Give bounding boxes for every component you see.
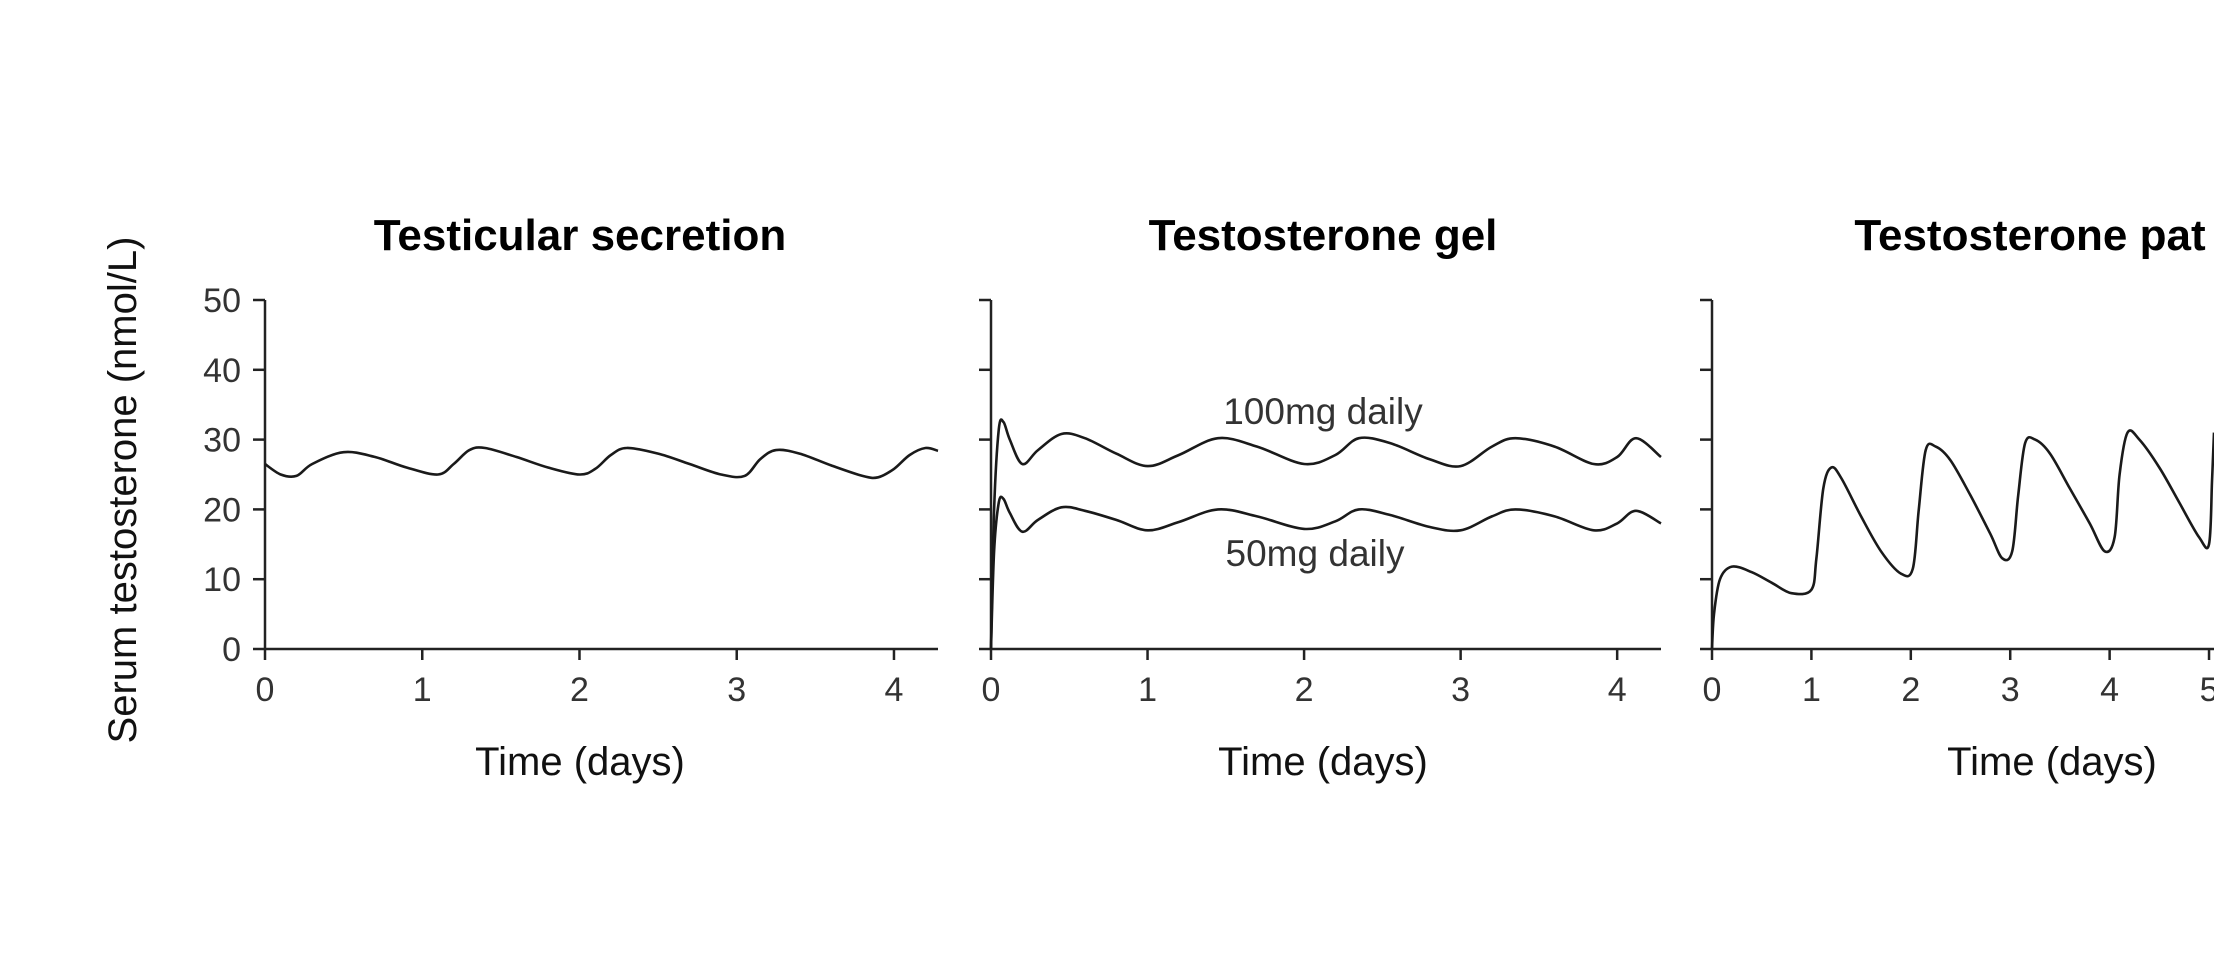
y-tick-label: 50 [203, 282, 241, 320]
x-tick-label: 1 [1802, 671, 1821, 709]
x-tick-label: 2 [1901, 671, 1920, 709]
x-axis-label: Time (days) [1218, 740, 1428, 784]
panel-testosterone-gel: Testosterone gel Time (days) 100mg daily… [979, 211, 1662, 784]
y-tick-label: 40 [203, 352, 241, 390]
series-line-1 [1710, 429, 2214, 650]
x-tick-label: 2 [570, 671, 589, 709]
x-tick-label: 1 [413, 671, 432, 709]
panel-testicular-secretion: Testicular secretion Time (days) 0102030… [203, 211, 939, 784]
x-tick-label: 1 [1138, 671, 1157, 709]
chart-title: Testosterone pat [1854, 211, 2206, 260]
x-tick-label: 4 [885, 671, 904, 709]
x-axis-label: Time (days) [1947, 740, 2157, 784]
chart-title: Testicular secretion [374, 211, 786, 260]
series-line-1 [264, 446, 939, 480]
series-label-50mg: 50mg daily [1226, 533, 1405, 574]
x-tick-label: 5 [2200, 671, 2214, 709]
x-tick-label: 2 [1295, 671, 1314, 709]
x-tick-label: 3 [2001, 671, 2020, 709]
x-tick-label: 4 [2100, 671, 2119, 709]
x-tick-label: 3 [727, 671, 746, 709]
series-line-1 [989, 418, 1662, 650]
x-tick-label: 0 [1703, 671, 1722, 709]
y-tick-label: 30 [203, 422, 241, 460]
x-tick-label: 0 [982, 671, 1001, 709]
x-tick-label: 3 [1451, 671, 1470, 709]
y-tick-label: 0 [222, 631, 241, 669]
x-tick-label: 4 [1608, 671, 1627, 709]
x-tick-label: 0 [256, 671, 275, 709]
y-tick-label: 10 [203, 561, 241, 599]
y-tick-label: 20 [203, 491, 241, 529]
panel-testosterone-patch: Testosterone pat Time (days) 0 1 2 3 4 5 [1700, 211, 2214, 784]
x-axis-label: Time (days) [475, 740, 685, 784]
series-label-100mg: 100mg daily [1223, 391, 1423, 432]
series-line-2 [989, 495, 1662, 650]
chart-title: Testosterone gel [1149, 211, 1498, 260]
y-axis-label: Serum testosterone (nmol/L) [101, 237, 145, 744]
